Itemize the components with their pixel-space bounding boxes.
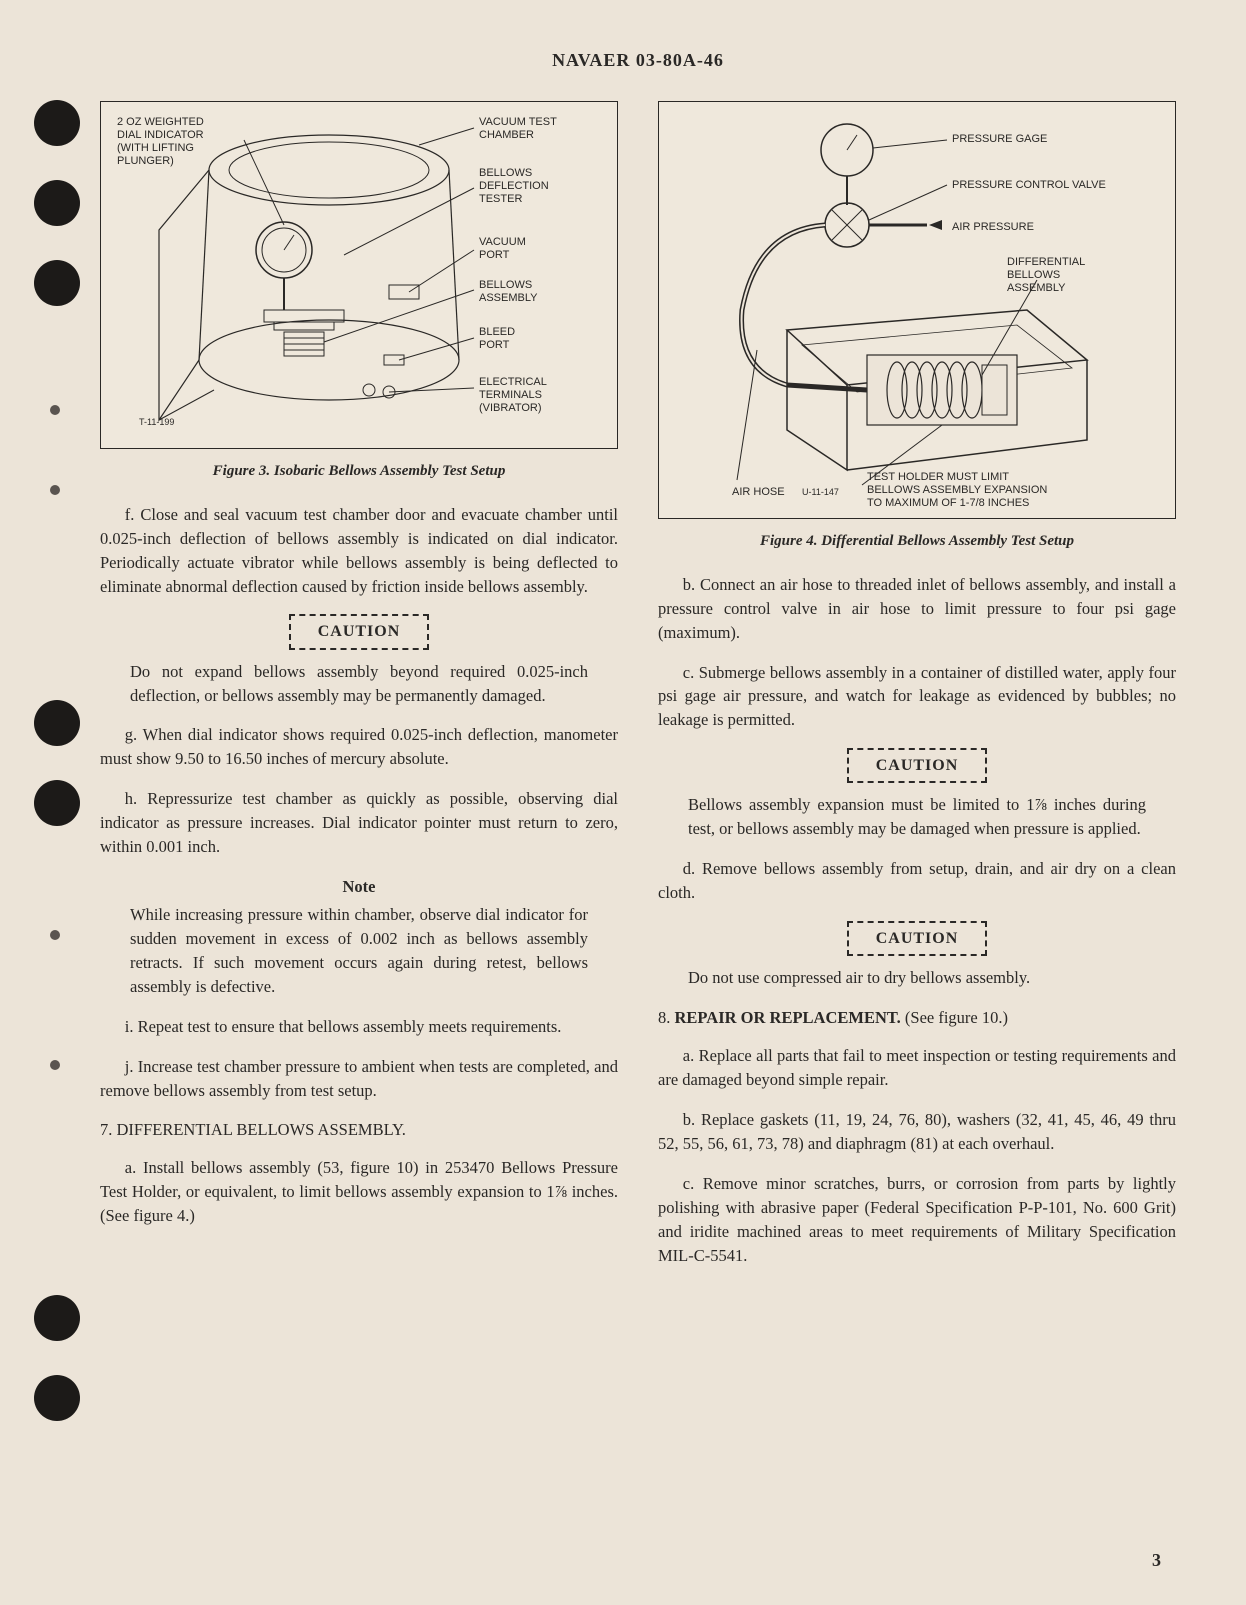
svg-text:PORT: PORT: [479, 339, 510, 351]
svg-text:DIFFERENTIAL: DIFFERENTIAL: [1007, 256, 1085, 268]
para-d: d. Remove bellows assembly from setup, d…: [658, 857, 1176, 905]
para-c: c. Submerge bellows assembly in a contai…: [658, 661, 1176, 733]
svg-text:VACUUM TEST: VACUUM TEST: [479, 116, 557, 128]
svg-text:T-11-199: T-11-199: [139, 417, 174, 427]
page-number: 3: [1152, 1550, 1161, 1571]
svg-text:U-11-147: U-11-147: [802, 487, 839, 497]
svg-text:(VIBRATOR): (VIBRATOR): [479, 402, 542, 414]
caution-2-text: Bellows assembly expansion must be limit…: [688, 793, 1146, 841]
svg-text:2 OZ WEIGHTED: 2 OZ WEIGHTED: [117, 116, 204, 128]
para-h: h. Repressurize test chamber as quickly …: [100, 787, 618, 859]
svg-text:TO MAXIMUM OF 1-7/8 INCHES: TO MAXIMUM OF 1-7/8 INCHES: [867, 497, 1029, 509]
svg-text:AIR PRESSURE: AIR PRESSURE: [952, 221, 1034, 233]
section-8-tail: (See figure 10.): [901, 1008, 1008, 1027]
section-8-num: 8.: [658, 1008, 675, 1027]
para-j: j. Increase test chamber pressure to amb…: [100, 1055, 618, 1103]
svg-text:BELLOWS: BELLOWS: [479, 167, 532, 179]
svg-text:PLUNGER): PLUNGER): [117, 155, 174, 167]
svg-text:TERMINALS: TERMINALS: [479, 389, 542, 401]
para-i: i. Repeat test to ensure that bellows as…: [100, 1015, 618, 1039]
para-7a: a. Install bellows assembly (53, figure …: [100, 1156, 618, 1228]
figure-3-caption: Figure 3. Isobaric Bellows Assembly Test…: [100, 461, 618, 483]
page-header: NAVAER 03-80A-46: [100, 50, 1176, 71]
figure-4-caption: Figure 4. Differential Bellows Assembly …: [658, 531, 1176, 553]
caution-1-label: CAUTION: [289, 614, 429, 649]
section-8-title: REPAIR OR REPLACEMENT.: [675, 1008, 901, 1027]
svg-text:AIR HOSE: AIR HOSE: [732, 486, 785, 498]
svg-text:PORT: PORT: [479, 249, 510, 261]
content-columns: 2 OZ WEIGHTED DIAL INDICATOR (WITH LIFTI…: [100, 101, 1176, 1284]
svg-text:ASSEMBLY: ASSEMBLY: [1007, 282, 1066, 294]
svg-text:(WITH LIFTING: (WITH LIFTING: [117, 142, 194, 154]
para-8a: a. Replace all parts that fail to meet i…: [658, 1044, 1176, 1092]
caution-1-text: Do not expand bellows assembly beyond re…: [130, 660, 588, 708]
svg-text:CHAMBER: CHAMBER: [479, 129, 534, 141]
svg-text:BELLOWS ASSEMBLY EXPANSION: BELLOWS ASSEMBLY EXPANSION: [867, 484, 1047, 496]
svg-text:DEFLECTION: DEFLECTION: [479, 180, 549, 192]
svg-text:VACUUM: VACUUM: [479, 236, 526, 248]
svg-text:ELECTRICAL: ELECTRICAL: [479, 376, 547, 388]
figure-3-diagram: 2 OZ WEIGHTED DIAL INDICATOR (WITH LIFTI…: [109, 110, 609, 440]
note-text: While increasing pressure within chamber…: [130, 903, 588, 999]
figure-4-box: PRESSURE GAGE PRESSURE CONTROL VALVE AIR…: [658, 101, 1176, 519]
section-7-heading: 7. DIFFERENTIAL BELLOWS ASSEMBLY.: [100, 1118, 618, 1142]
right-column: PRESSURE GAGE PRESSURE CONTROL VALVE AIR…: [658, 101, 1176, 1284]
caution-2-label: CAUTION: [847, 748, 987, 783]
svg-text:BLEED: BLEED: [479, 326, 515, 338]
left-column: 2 OZ WEIGHTED DIAL INDICATOR (WITH LIFTI…: [100, 101, 618, 1284]
para-f: f. Close and seal vacuum test chamber do…: [100, 503, 618, 599]
para-b: b. Connect an air hose to threaded inlet…: [658, 573, 1176, 645]
note-heading: Note: [100, 875, 618, 899]
caution-3-text: Do not use compressed air to dry bellows…: [688, 966, 1146, 990]
figure-3-box: 2 OZ WEIGHTED DIAL INDICATOR (WITH LIFTI…: [100, 101, 618, 449]
svg-text:TESTER: TESTER: [479, 193, 522, 205]
svg-text:DIAL INDICATOR: DIAL INDICATOR: [117, 129, 204, 141]
binding-holes: [30, 0, 90, 1605]
svg-text:ASSEMBLY: ASSEMBLY: [479, 292, 538, 304]
para-8b: b. Replace gaskets (11, 19, 24, 76, 80),…: [658, 1108, 1176, 1156]
para-8c: c. Remove minor scratches, burrs, or cor…: [658, 1172, 1176, 1268]
svg-text:BELLOWS: BELLOWS: [1007, 269, 1060, 281]
para-g: g. When dial indicator shows required 0.…: [100, 723, 618, 771]
section-8-heading: 8. REPAIR OR REPLACEMENT. (See figure 10…: [658, 1006, 1176, 1030]
svg-text:PRESSURE GAGE: PRESSURE GAGE: [952, 133, 1047, 145]
svg-text:BELLOWS: BELLOWS: [479, 279, 532, 291]
svg-text:TEST HOLDER MUST LIMIT: TEST HOLDER MUST LIMIT: [867, 471, 1009, 483]
svg-text:PRESSURE CONTROL VALVE: PRESSURE CONTROL VALVE: [952, 179, 1106, 191]
caution-3-label: CAUTION: [847, 921, 987, 956]
figure-4-diagram: PRESSURE GAGE PRESSURE CONTROL VALVE AIR…: [667, 110, 1167, 510]
